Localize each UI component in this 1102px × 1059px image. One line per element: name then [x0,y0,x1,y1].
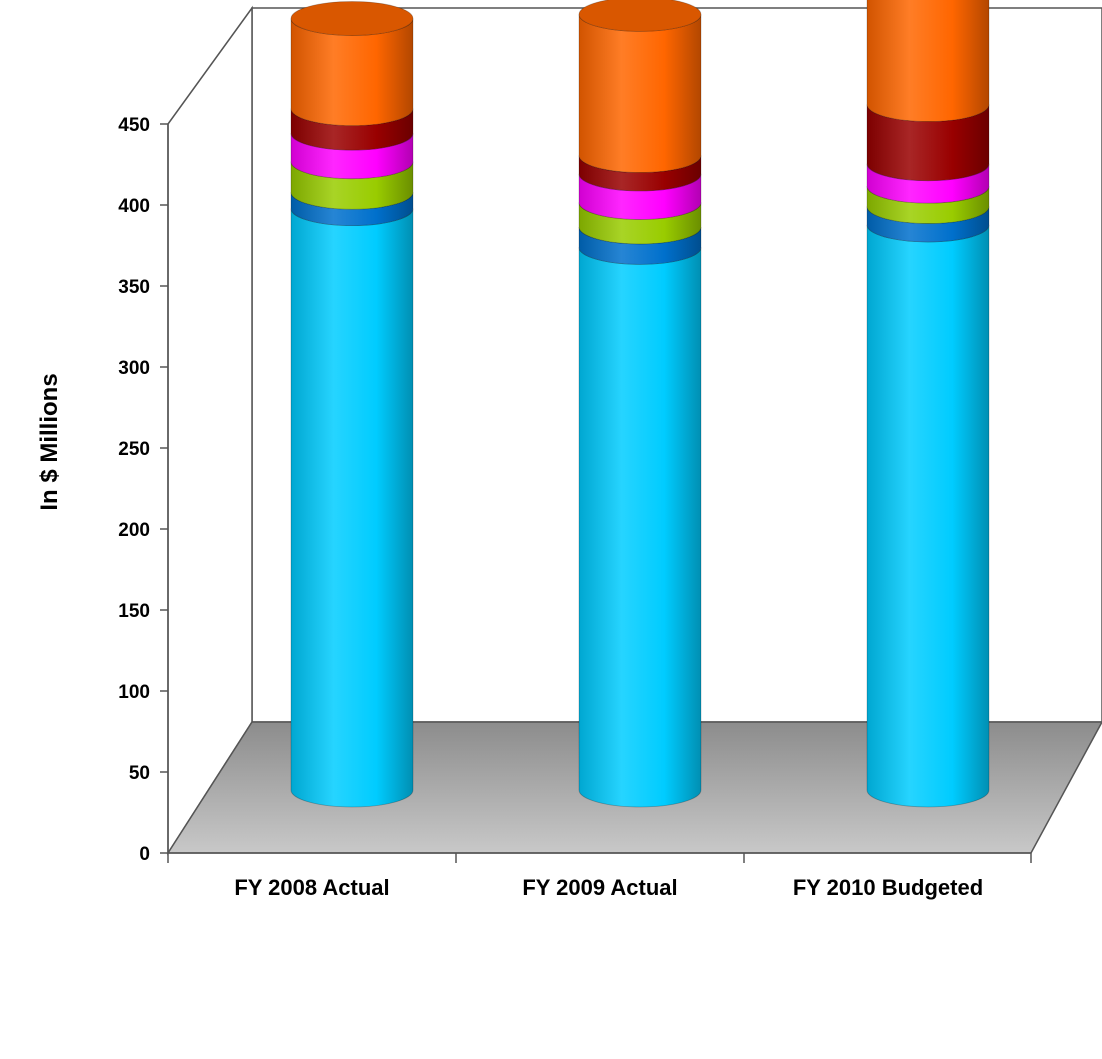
y-axis-ticks: 0 50 100 150 200 250 300 350 400 450 [118,115,168,865]
y-tick-label: 100 [118,682,150,703]
bar-segment [290,208,414,808]
side-wall [167,5,253,856]
category-label: FY 2008 Actual [234,875,389,900]
category-label: FY 2010 Budgeted [793,875,983,900]
bar-cap [578,0,702,32]
x-axis-ticks [167,853,1032,863]
y-tick-label: 400 [118,196,150,217]
y-tick-label: 250 [118,439,150,460]
y-tick-label: 450 [118,115,150,136]
y-tick-label: 350 [118,277,150,298]
bar-segment [578,14,702,173]
y-tick-label: 200 [118,520,150,541]
bar-segment [578,173,702,220]
category-label: FY 2009 Actual [522,875,677,900]
bar-cap [290,1,414,36]
y-tick-label: 0 [139,844,150,865]
y-tick-label: 50 [129,763,150,784]
y-tick-label: 150 [118,601,150,622]
y-tick-label: 300 [118,358,150,379]
bars [290,0,990,808]
y-axis-title: In $ Millions [36,373,63,510]
bar-segment [578,202,702,245]
bar-segment [578,226,702,265]
bar-segment [866,224,990,808]
bar-segment [578,247,702,808]
bar-segment [866,0,990,122]
category-labels: FY 2008 Actual FY 2009 Actual FY 2010 Budg… [234,875,983,900]
bar-segment [578,155,702,192]
